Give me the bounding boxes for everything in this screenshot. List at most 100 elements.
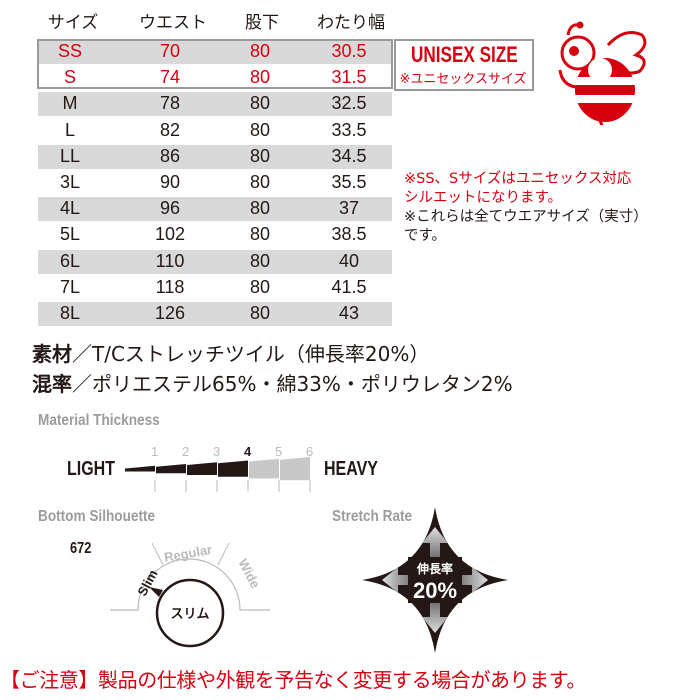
note-unisex-2: シルエットになります。 xyxy=(404,190,563,206)
table-row: 4L 96 80 37 xyxy=(38,197,392,222)
table-row: 6L 110 80 40 xyxy=(38,249,392,274)
header-waist: ウエスト xyxy=(139,13,207,33)
thickness-level-label: 3 xyxy=(213,444,220,459)
silhouette-wide: Wide xyxy=(235,556,263,590)
waist-cell: 90 xyxy=(159,172,181,192)
thickness-level-label: 6 xyxy=(306,444,313,459)
thickness-light-label: LIGHT xyxy=(67,458,115,480)
inseam-cell: 80 xyxy=(249,172,271,192)
header-size: サイズ xyxy=(47,13,99,33)
inseam-cell: 80 xyxy=(249,303,271,323)
thickness-segment xyxy=(218,460,248,477)
thigh-cell: 37 xyxy=(338,198,360,219)
blend-line: 混率／ポリエステル65%・綿33%・ポリウレタン2% xyxy=(32,368,513,397)
size-notes: ※SS、Sサイズはユニセックス対応 シルエットになります。 ※これらは全てウエア… xyxy=(404,170,648,246)
note-actual-size-1: ※これらは全てウエアサイズ（実寸） xyxy=(404,209,648,225)
size-cell: 8L xyxy=(59,303,81,323)
waist-cell: 118 xyxy=(155,276,185,297)
waist-cell: 78 xyxy=(159,93,181,114)
waist-cell: 96 xyxy=(159,198,181,219)
thigh-cell: 38.5 xyxy=(331,224,367,245)
stretch-title: Stretch Rate xyxy=(332,508,413,525)
unisex-subtitle: ※ユニセックスサイズ xyxy=(399,72,527,87)
inseam-cell: 80 xyxy=(249,93,271,114)
size-cell: LL xyxy=(59,145,81,166)
thickness-level-label: 5 xyxy=(275,444,282,459)
table-row: 3L 90 80 35.5 xyxy=(38,171,392,195)
thickness-segment xyxy=(156,464,186,474)
waist-cell: 102 xyxy=(154,224,186,245)
size-cell: 7L xyxy=(59,276,81,297)
disclaimer: 【ご注意】製品の仕様や外観を予告なく変更する場合があります。 xyxy=(0,668,586,692)
waist-cell: 70 xyxy=(159,41,181,61)
size-cell: 4L xyxy=(59,198,81,219)
size-cell: S xyxy=(63,67,76,88)
inseam-cell: 80 xyxy=(249,224,271,245)
silhouette-title: Bottom Silhouette xyxy=(38,508,156,525)
thigh-cell: 40 xyxy=(338,250,360,271)
thickness-level-label: 4 xyxy=(244,444,252,459)
inseam-cell: 80 xyxy=(249,145,271,166)
table-row: M 78 80 32.5 xyxy=(38,92,392,117)
silhouette-badge: スリム xyxy=(170,607,209,622)
stretch-label: 伸長率 xyxy=(416,561,453,576)
size-cell: 3L xyxy=(59,172,81,192)
thickness-segment xyxy=(280,457,310,481)
thigh-cell: 31.5 xyxy=(331,67,367,88)
material-line: 素材／T/Cストレッチツイル（伸長率20%） xyxy=(32,338,429,367)
material-value: ／T/Cストレッチツイル（伸長率20%） xyxy=(72,342,430,366)
inseam-cell: 80 xyxy=(249,198,271,219)
waist-cell: 86 xyxy=(159,145,181,166)
thickness-segment xyxy=(125,465,155,472)
thigh-cell: 43 xyxy=(338,303,360,323)
thickness-segment xyxy=(249,458,279,479)
bee-mascot-icon xyxy=(558,21,647,125)
waist-cell: 82 xyxy=(159,119,181,140)
size-cell: 5L xyxy=(59,224,81,245)
inseam-cell: 80 xyxy=(249,119,271,140)
thigh-cell: 33.5 xyxy=(331,119,367,140)
material-label: 素材 xyxy=(32,342,72,366)
thigh-cell: 34.5 xyxy=(331,145,367,166)
header-thigh: わたり幅 xyxy=(317,13,385,33)
header-inseam: 股下 xyxy=(245,13,279,33)
thigh-cell: 30.5 xyxy=(331,41,367,61)
table-row: LL 86 80 34.5 xyxy=(38,144,392,169)
note-actual-size-2: です。 xyxy=(404,228,447,244)
silhouette-gauge: Slim Regular Wide スリム xyxy=(110,542,270,648)
table-row: S 74 80 31.5 xyxy=(38,66,392,90)
thickness-segment xyxy=(187,462,217,475)
thickness-level-label: 1 xyxy=(151,444,158,459)
waist-cell: 74 xyxy=(159,67,181,88)
size-cell: 6L xyxy=(59,250,81,271)
thickness-level-label: 2 xyxy=(182,444,189,459)
table-row: SS 70 80 30.5 xyxy=(38,40,392,64)
unisex-title: UNISEX SIZE xyxy=(410,42,518,67)
pointer-icon xyxy=(149,587,163,597)
note-unisex-1: ※SS、Sサイズはユニセックス対応 xyxy=(404,171,632,187)
silhouette-code: 672 xyxy=(70,540,92,557)
thickness-title: Material Thickness xyxy=(38,412,160,429)
table-row: 8L 126 80 43 xyxy=(38,302,392,326)
thigh-cell: 41.5 xyxy=(331,276,367,297)
blend-value: ／ポリエステル65%・綿33%・ポリウレタン2% xyxy=(72,372,513,396)
inseam-cell: 80 xyxy=(249,67,271,88)
inseam-cell: 80 xyxy=(249,276,271,297)
thickness-heavy-label: HEAVY xyxy=(324,458,378,480)
size-cell: M xyxy=(62,93,78,114)
table-row: 5L 102 80 38.5 xyxy=(38,223,392,247)
table-row: 7L 118 80 41.5 xyxy=(38,276,392,300)
thigh-cell: 32.5 xyxy=(331,93,367,114)
size-cell: L xyxy=(64,119,75,140)
inseam-cell: 80 xyxy=(249,250,271,271)
thigh-cell: 35.5 xyxy=(331,172,367,192)
size-cell: SS xyxy=(57,41,82,61)
waist-cell: 110 xyxy=(155,250,185,271)
stretch-value: 20% xyxy=(413,578,457,603)
stretch-rate-graphic: 伸長率 20% xyxy=(362,507,508,653)
waist-cell: 126 xyxy=(154,303,186,323)
unisex-rows-frame xyxy=(37,39,393,89)
blend-label: 混率 xyxy=(32,372,72,396)
thickness-scale: 1 2 3 4 5 6 xyxy=(125,444,313,492)
table-row: L 82 80 33.5 xyxy=(38,119,392,143)
